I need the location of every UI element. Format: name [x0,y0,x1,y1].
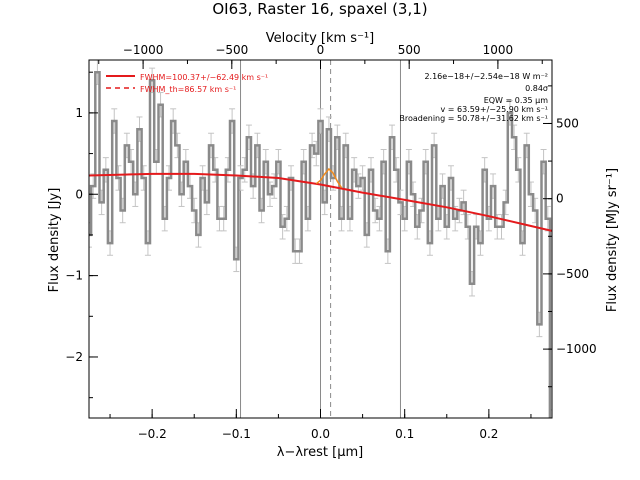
annotation-broadening: Broadening = 50.78+/−31.62 km s⁻¹ [399,114,548,123]
velocity-tick-label: 0 [317,43,325,57]
line-fit-series [315,167,343,189]
velocity-tick-label: 500 [398,43,421,57]
velocity-tick-label: −1000 [123,43,164,57]
annotation-velocity: v = 63.59+/−25.90 km s⁻¹ [440,105,548,114]
annotations: 2.16e−18+/−2.54e−18 W m⁻² 0.84σ EQW = 0.… [399,72,548,123]
x-tick-label: 0.1 [395,427,414,441]
velocity-tick-label: 1000 [483,43,514,57]
axis-ticks: −0.2 −0.1 0.0 0.1 0.2 −1000 −500 0 500 1000 −2 −1 0 1… [65,43,596,441]
chart-title: OI63, Raster 16, spaxel (3,1) [212,0,427,18]
y2-axis-label: Flux density [MJy sr⁻¹] [605,168,620,312]
velocity-tick-label: −500 [215,43,248,57]
y-tick-label: −1 [65,269,83,283]
y2-tick-label: 0 [556,192,564,206]
y-tick-label: 0 [75,187,83,201]
y2-tick-label: −500 [556,267,589,281]
y2-tick-label: −1000 [556,342,597,356]
spectrum-series [89,70,552,418]
legend-label-fwhm-th: FWHM_th=86.57 km s⁻¹ [140,85,236,94]
x-tick-label: 0.2 [479,427,498,441]
y-tick-label: −2 [65,350,83,364]
annotation-sigma: 0.84σ [525,84,548,93]
annotation-eqw: EQW = 0.35 μm [484,96,548,105]
velocity-axis-label: Velocity [km s⁻¹] [266,31,374,46]
x-axis-label: λ−λrest [μm] [277,445,363,460]
x-tick-label: 0.0 [311,427,330,441]
x-tick-label: −0.2 [138,427,167,441]
legend-label-fwhm: FWHM=100.37+/−62.49 km s⁻¹ [140,73,268,82]
legend: FWHM=100.37+/−62.49 km s⁻¹ FWHM_th=86.57… [106,73,268,94]
y-tick-label: 1 [75,106,83,120]
continuum-series [89,172,552,232]
y2-tick-label: 500 [556,116,579,130]
annotation-flux: 2.16e−18+/−2.54e−18 W m⁻² [424,72,548,81]
y-axis-label: Flux density [Jy] [47,188,62,293]
x-tick-label: −0.1 [222,427,251,441]
